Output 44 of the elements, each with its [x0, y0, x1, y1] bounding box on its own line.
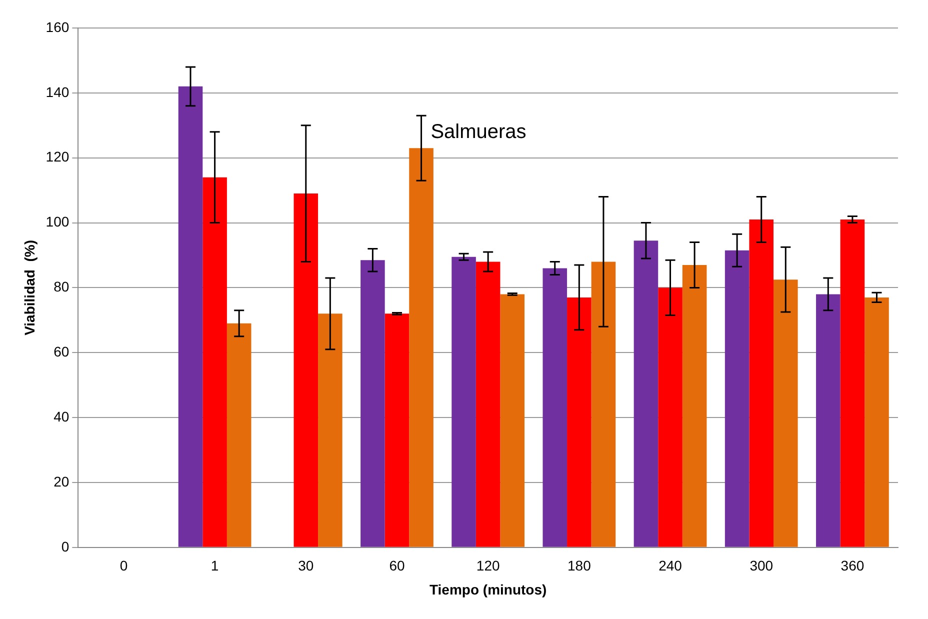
bar: [500, 294, 525, 547]
y-tick-label: 120: [46, 148, 70, 165]
bar: [724, 250, 750, 547]
y-tick-label: 160: [46, 18, 70, 35]
bar: [591, 262, 616, 547]
bar: [749, 220, 774, 547]
x-tick-label: 30: [298, 558, 314, 574]
y-tick-label: 0: [61, 538, 70, 554]
bar: [864, 297, 889, 547]
y-tick-label: 40: [54, 408, 70, 424]
x-axis-title: Tiempo (minutos): [429, 581, 547, 598]
bar: [682, 264, 707, 547]
bar: [452, 256, 476, 547]
y-tick-label: 20: [54, 473, 70, 490]
x-tick-label: 180: [567, 558, 592, 574]
x-tick-label: 0: [120, 558, 128, 574]
x-tick-label: 60: [389, 558, 405, 574]
y-tick-label: 140: [46, 84, 70, 100]
bar: [294, 194, 318, 547]
y-tick-label: 100: [46, 214, 70, 230]
bar: [318, 314, 342, 547]
bar: [409, 148, 434, 547]
bar: [360, 260, 385, 547]
bar: [202, 177, 227, 547]
y-tick-label: 60: [54, 343, 70, 360]
x-tick-label: 360: [840, 558, 864, 574]
bar: [774, 280, 798, 547]
x-tick-label: 240: [658, 558, 682, 574]
bar: [634, 240, 658, 547]
bar: [476, 262, 500, 547]
bar: [658, 288, 682, 547]
bar: [816, 294, 840, 547]
bar: [567, 297, 592, 547]
x-tick-label: 120: [476, 558, 500, 574]
y-tick-label: 80: [54, 278, 70, 295]
bar: [542, 268, 568, 547]
annotation: Salmueras: [430, 121, 526, 143]
bar: [178, 86, 203, 547]
bar: [840, 220, 865, 547]
x-tick-label: 1: [210, 558, 219, 574]
x-tick-label: 300: [750, 558, 774, 574]
y-axis-title: Viabilidad (%): [21, 240, 38, 336]
bar: [226, 323, 252, 547]
bar: [384, 314, 410, 547]
